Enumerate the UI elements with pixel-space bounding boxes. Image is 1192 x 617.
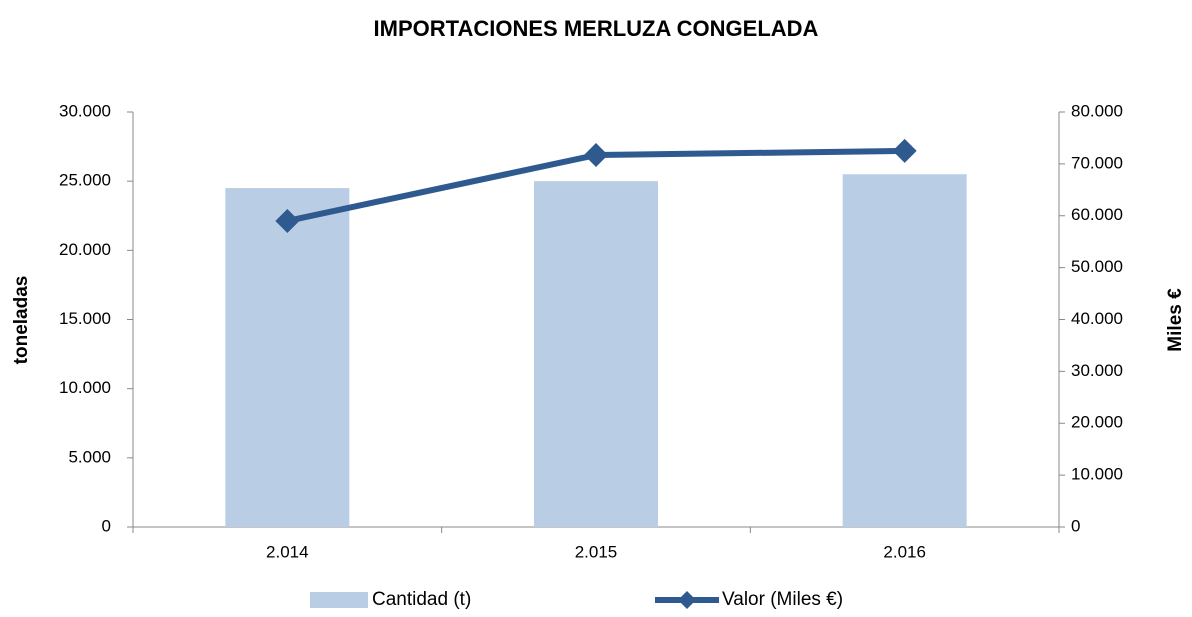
y2-tick-label: 70.000 <box>1071 153 1123 172</box>
y2-tick-label: 30.000 <box>1071 361 1123 380</box>
chart-title: IMPORTACIONES MERLUZA CONGELADA <box>374 16 819 41</box>
y2-tick-label: 80.000 <box>1071 101 1123 120</box>
legend-label: Cantidad (t) <box>372 589 471 610</box>
y-tick-label: 25.000 <box>59 171 111 190</box>
y-tick-label: 30.000 <box>59 101 111 120</box>
y2-tick-label: 40.000 <box>1071 309 1123 328</box>
marker <box>584 143 608 168</box>
y-axis-title: toneladas <box>11 276 32 365</box>
y2-tick-label: 50.000 <box>1071 257 1123 276</box>
bar <box>534 181 658 527</box>
y2-tick-label: 60.000 <box>1071 205 1123 224</box>
y-tick-label: 0 <box>102 516 111 535</box>
y2-tick-label: 10.000 <box>1071 465 1123 484</box>
legend-swatch <box>310 592 368 608</box>
y-tick-label: 5.000 <box>68 447 111 466</box>
x-tick-label: 2.015 <box>575 542 618 561</box>
bar <box>225 188 350 528</box>
y2-tick-label: 20.000 <box>1071 413 1123 432</box>
legend-marker <box>678 591 696 609</box>
x-tick-label: 2.014 <box>266 542 309 561</box>
marker <box>275 208 300 233</box>
y-tick-label: 10.000 <box>59 378 111 397</box>
y-tick-label: 15.000 <box>59 309 111 328</box>
marker <box>892 138 917 163</box>
x-tick-label: 2.016 <box>883 542 926 561</box>
y2-tick-label: 0 <box>1071 516 1080 535</box>
legend-label: Valor (Miles €) <box>722 589 843 610</box>
y-tick-label: 20.000 <box>59 240 111 259</box>
bar <box>842 174 967 527</box>
y2-axis-title: Miles € <box>1165 288 1186 352</box>
